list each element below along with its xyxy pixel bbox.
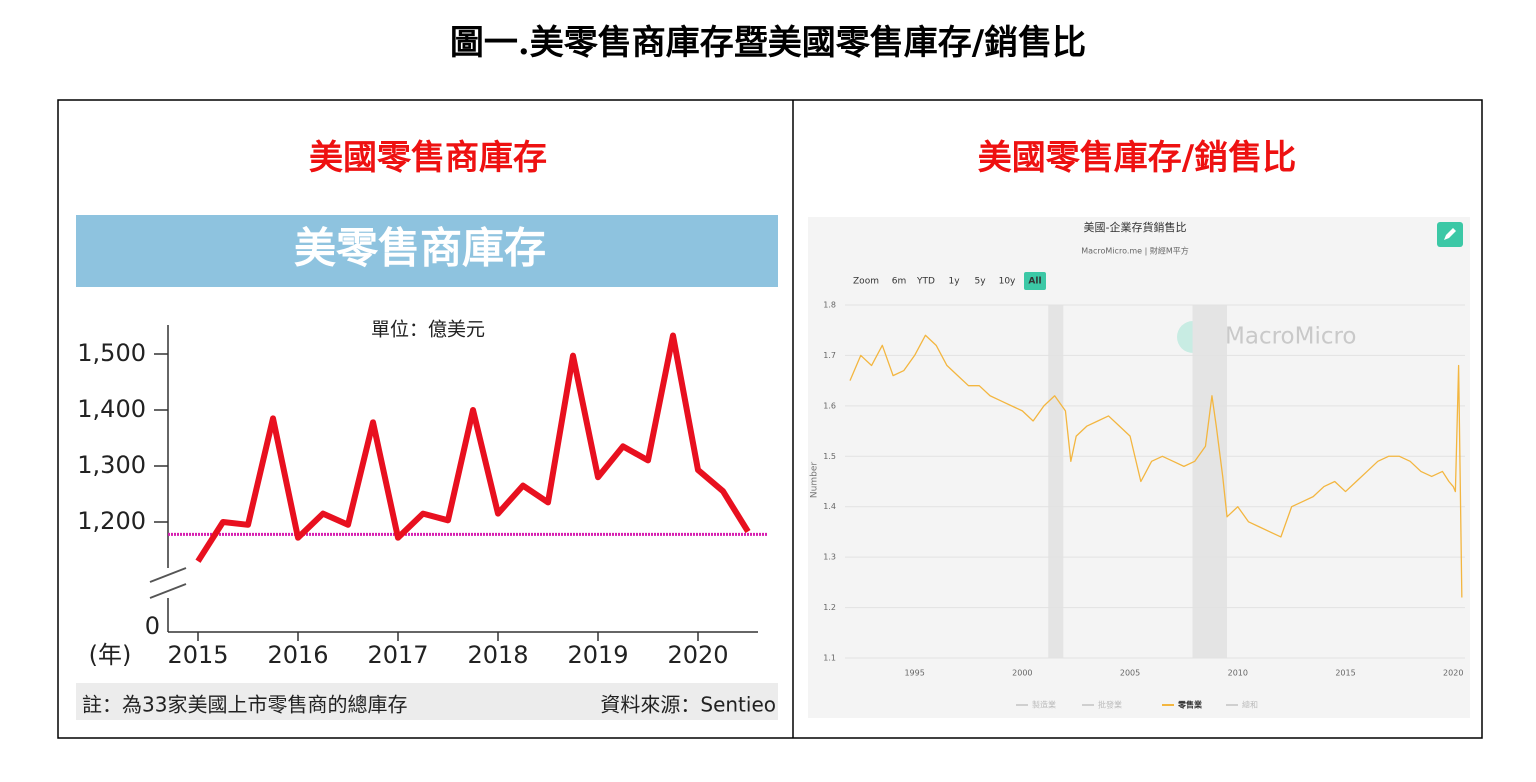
x-tick-label: 2020	[667, 641, 728, 669]
y-tick-label: 1.2	[823, 603, 836, 612]
chart-bg	[808, 217, 1470, 718]
x-tick-label: 2017	[367, 641, 428, 669]
band-title: 美零售商庫存	[294, 224, 546, 273]
x-tick-label: 2000	[1012, 669, 1032, 678]
x-tick-label: 2020	[1443, 669, 1463, 678]
chart-subtitle: MacroMicro.me | 財經M平方	[1081, 246, 1189, 256]
unit-label: 單位：億美元	[371, 319, 485, 341]
y-tick-label: 1.7	[823, 351, 836, 360]
y-tick-label: 1,200	[77, 507, 146, 535]
figure-title: 圖一.美零售商庫存暨美國零售庫存/銷售比	[450, 23, 1086, 63]
left-heading: 美國零售商庫存	[309, 138, 547, 178]
legend-label[interactable]: 零售業	[1177, 700, 1203, 710]
axis-break	[149, 583, 187, 599]
x-unit-label: (年)	[89, 641, 132, 669]
y-tick-label: 1,400	[77, 395, 146, 423]
watermark: MacroMicro	[1225, 324, 1357, 350]
right-heading: 美國零售庫存/銷售比	[978, 138, 1296, 178]
x-tick-label: 2018	[467, 641, 528, 669]
y-tick-label: 0	[145, 612, 160, 640]
y-axis-label: Number	[810, 462, 820, 498]
range-button[interactable]: 5y	[974, 277, 986, 287]
frame	[57, 99, 1483, 739]
y-tick-label: 1.6	[823, 401, 836, 410]
y-tick-label: 1.3	[823, 553, 836, 562]
title-band	[76, 215, 778, 287]
range-button[interactable]: 6m	[892, 277, 907, 287]
edit-icon	[1444, 228, 1456, 240]
range-button[interactable]: All	[1028, 277, 1041, 287]
data-line	[195, 332, 751, 563]
axis-break-gap	[150, 568, 186, 598]
legend-label[interactable]: 批發業	[1098, 700, 1122, 710]
chart-title: 美國-企業存貨銷售比	[1084, 220, 1187, 234]
range-button[interactable]: 10y	[999, 277, 1016, 287]
y-tick-label: 1.8	[823, 301, 836, 310]
x-tick-label: 2016	[267, 641, 328, 669]
range-button-bg[interactable]	[1024, 272, 1046, 290]
x-tick-label: 2015	[167, 641, 228, 669]
x-tick-label: 2005	[1120, 669, 1140, 678]
x-tick-label: 2015	[1335, 669, 1355, 678]
note: 註：為33家美國上市零售商的總庫存	[82, 693, 407, 717]
shaded-range	[1192, 305, 1228, 658]
y-tick-label: 1,500	[77, 339, 146, 367]
range-button[interactable]: YTD	[916, 277, 935, 287]
y-tick-label: 1,300	[77, 451, 146, 479]
range-button[interactable]: 1y	[948, 277, 960, 287]
data-line	[849, 334, 1463, 598]
legend-label[interactable]: 總和	[1242, 700, 1258, 710]
y-tick-label: 1.1	[823, 654, 836, 663]
y-tick-label: 1.5	[823, 452, 836, 461]
y-tick-label: 1.4	[823, 502, 836, 511]
shaded-range	[1048, 305, 1064, 658]
zoom-label: Zoom	[853, 277, 879, 287]
footer-band	[76, 683, 778, 720]
x-tick-label: 2019	[567, 641, 628, 669]
axis-break	[149, 567, 187, 583]
x-tick-label: 2010	[1228, 669, 1248, 678]
source: 資料來源：Sentieo	[600, 693, 776, 717]
x-tick-label: 1995	[904, 669, 924, 678]
legend-label[interactable]: 製造業	[1032, 700, 1056, 710]
